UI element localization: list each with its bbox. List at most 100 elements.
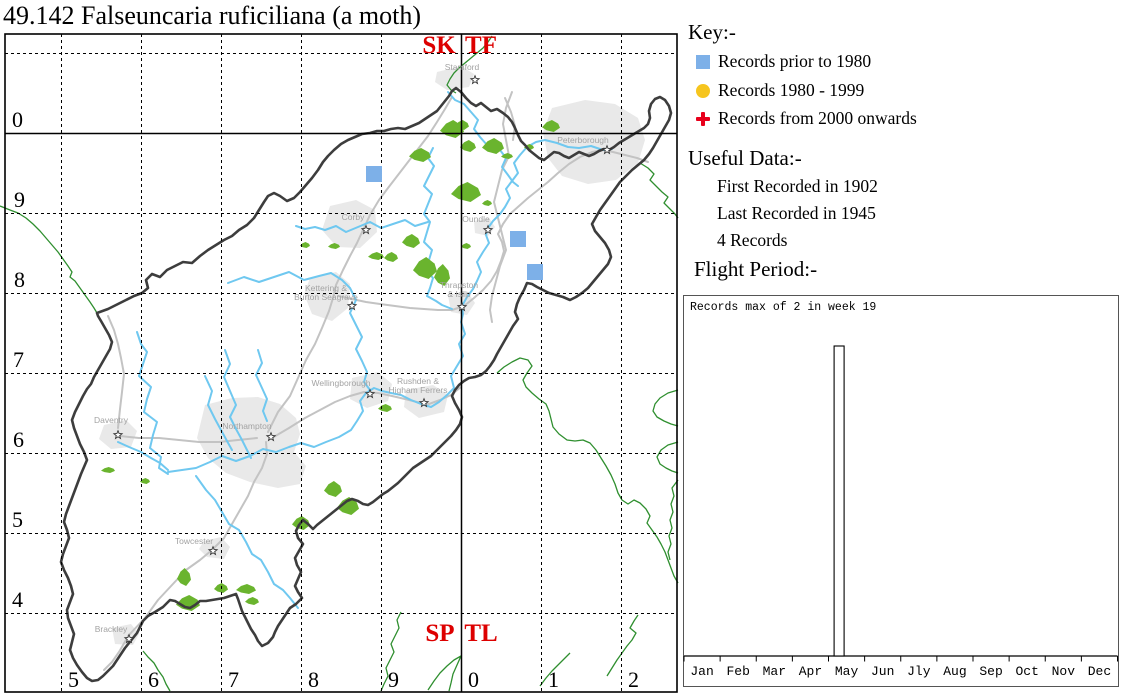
record-markers [366, 166, 543, 280]
woodland-patch [482, 138, 504, 154]
town-wellingborough: Wellingborough [312, 378, 376, 399]
town-label: Burton Seagrave [294, 292, 358, 302]
grid-letter-tl: TL [464, 620, 497, 647]
easting-label: 1 [548, 667, 559, 692]
map-border [4, 33, 678, 693]
flight-period-chart: Records max of 2 in week 19 Jan Feb Mar Apr M… [683, 295, 1119, 687]
town-brackley: Brackley [95, 624, 135, 644]
town-star-icon [364, 388, 376, 399]
easting-label: 6 [148, 667, 159, 692]
woodland-patch [236, 584, 256, 594]
chart-border [683, 295, 1119, 687]
urban-stamford [435, 66, 474, 90]
woodland-patch [337, 497, 359, 515]
town-star-icon [346, 300, 358, 311]
woodland-patch [461, 243, 471, 249]
northing-label: 0 [12, 107, 23, 132]
useful-data-heading: Useful Data:- [688, 146, 802, 170]
town-star-icon [469, 74, 481, 85]
woodland-patch [409, 148, 431, 162]
town-label: Corby [342, 212, 365, 222]
northing-label: 9 [14, 187, 25, 212]
grid-lines [5, 34, 677, 692]
woodland-patch [328, 243, 340, 249]
month-label: Jan [690, 664, 713, 679]
town-stamford: Stamford [445, 62, 481, 85]
town-label: Towcester [175, 536, 213, 546]
town-daventry: Daventry [94, 415, 129, 440]
town-label: Brackley [95, 624, 128, 634]
woodland-patch [324, 481, 342, 497]
town-northampton: Northampton [222, 421, 277, 442]
month-label: May [835, 664, 859, 679]
town-star-icon [601, 144, 613, 155]
easting-label: 9 [388, 667, 399, 692]
town-label: Wellingborough [312, 378, 371, 388]
town-label: Daventry [94, 415, 129, 425]
town-label: & Islip [447, 289, 470, 299]
urban-peterborough [543, 100, 645, 184]
woodland-patch [542, 120, 560, 132]
town-towcester: Towcester [175, 536, 219, 556]
record-marker-prior-1980 [510, 231, 526, 247]
month-label: Jly [907, 664, 931, 679]
roads [103, 91, 649, 671]
woodland-patches [101, 120, 560, 611]
town-star-icon [265, 431, 277, 442]
easting-label: 5 [68, 667, 79, 692]
town-label: Stamford [445, 62, 480, 72]
woodland-patch [177, 568, 191, 586]
month-label: Sep [979, 664, 1002, 679]
month-label: Oct [1015, 664, 1038, 679]
woodland-patch [384, 252, 398, 262]
town-corby: Corby [342, 212, 372, 235]
urban-areas [99, 66, 645, 645]
town-thrapston-islip: Thrapston& Islip [440, 280, 479, 312]
blue-square-icon [696, 54, 710, 69]
key-item-1980-1999: Records 1980 - 1999 [696, 80, 864, 101]
woodland-patch [245, 597, 259, 605]
woodland-patch [482, 200, 492, 206]
town-oundle: Oundle [462, 214, 494, 235]
month-label: Aug [943, 664, 966, 679]
red-cross-icon [696, 111, 710, 126]
town-star-icon [123, 633, 135, 644]
northing-label: 4 [12, 587, 23, 612]
northing-label: 8 [14, 267, 25, 292]
town-star-icon [456, 301, 468, 312]
town-rushden-higham-ferrers: Rushden &Higham Ferrers [388, 376, 448, 408]
month-label: Dec [1088, 664, 1111, 679]
easting-label: 2 [628, 667, 639, 692]
key-item-2000-onwards: Records from 2000 onwards [696, 108, 917, 129]
grid-letter-sp: SP [425, 620, 454, 647]
last-recorded: Last Recorded in 1945 [717, 203, 876, 223]
grid-letter-tf: TF [465, 32, 497, 59]
flight-period-bar-week-19 [833, 345, 845, 657]
northing-label: 5 [12, 507, 23, 532]
town-label: Thrapston [440, 280, 479, 290]
woodland-patch [460, 140, 476, 152]
key-item-prior-1980: Records prior to 1980 [696, 51, 871, 72]
town-kettering-burton-seagrave: Kettering &Burton Seagrave [294, 283, 358, 311]
yellow-circle-icon [696, 83, 710, 98]
record-marker-prior-1980 [366, 166, 382, 182]
month-label: Jun [871, 664, 894, 679]
woodland-patch [300, 242, 310, 248]
month-label: Nov [1052, 664, 1076, 679]
woodland-patch [368, 252, 384, 260]
key-item-label: Records from 2000 onwards [718, 108, 917, 128]
town-label: Oundle [462, 214, 490, 224]
woodland-patch [402, 234, 420, 248]
page-title: 49.142 Falseuncaria ruficiliana (a moth) [3, 1, 422, 30]
easting-label: 7 [228, 667, 239, 692]
month-label: Mar [763, 664, 786, 679]
county-boundary [59, 86, 673, 683]
woodland-patch [501, 153, 513, 159]
easting-label: 8 [308, 667, 319, 692]
town-labels: Stamford Peterborough Corby Oundle Kettering… [94, 62, 613, 644]
woodland-patch [101, 467, 115, 473]
key-item-label: Records 1980 - 1999 [718, 80, 865, 100]
woodland-patch [140, 478, 150, 484]
town-label: Higham Ferrers [388, 385, 447, 395]
rivers [117, 91, 613, 609]
